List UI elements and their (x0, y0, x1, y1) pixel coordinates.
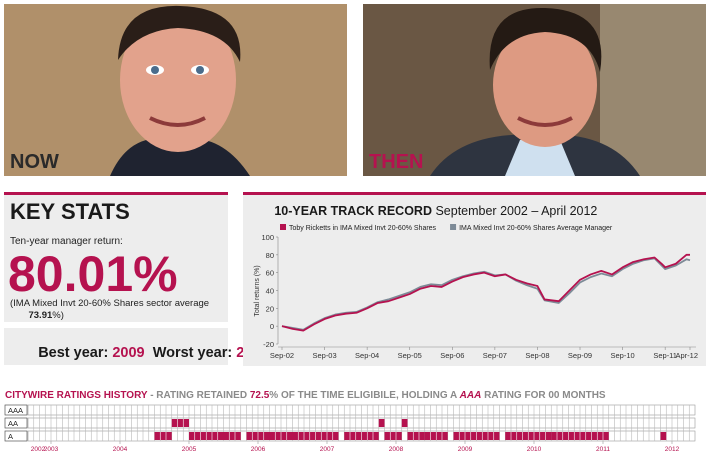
year-label: 2011 (596, 446, 610, 453)
year-label: 2005 (182, 446, 197, 453)
rating-label: AA (8, 419, 18, 428)
rating-period (384, 432, 402, 440)
best-label: Best year: (38, 345, 108, 361)
rating-label: A (8, 432, 13, 441)
rating-label-box (4, 417, 28, 429)
rating-period (223, 432, 241, 440)
rating-period (660, 432, 667, 440)
y-tick-label: 80 (266, 251, 274, 260)
ratings-tail: RATING FOR 00 MONTHS (481, 390, 606, 401)
best-year: 2009 (112, 345, 144, 361)
year-label: 2010 (527, 446, 542, 453)
y-tick-label: 100 (261, 233, 274, 242)
ratings-history: CITYWIRE RATINGS HISTORY - RATING RETAIN… (4, 390, 696, 453)
return-value: 80.01% (8, 246, 178, 302)
return-label: Ten-year manager return: (10, 236, 123, 247)
legend-swatch (450, 224, 457, 230)
key-stats-title: KEY STATS (10, 199, 130, 224)
year-label: 2003 (44, 446, 59, 453)
year-label: 2004 (113, 446, 128, 453)
ratings-pct: 72.5 (250, 390, 270, 401)
ratings-pct-rest: % OF THE TIME ELIGIBILE, HOLDING A (269, 390, 459, 401)
key-stats: KEY STATS Ten-year manager return: 80.01… (4, 192, 289, 365)
photo-now: NOW (4, 4, 347, 176)
y-tick-label: 60 (266, 269, 274, 278)
legend-swatch (280, 224, 286, 230)
y-axis-title: Total returns (%) (254, 265, 261, 316)
ratings-title: CITYWIRE RATINGS HISTORY - RATING RETAIN… (5, 390, 606, 401)
x-tick-label: Sep-05 (398, 351, 422, 360)
rating-period (154, 432, 172, 440)
x-tick-label: Sep-08 (525, 351, 549, 360)
x-tick-label: Apr-12 (675, 351, 698, 360)
ratings-top: AAA (459, 390, 482, 401)
rating-label-box (4, 430, 28, 442)
chart-subtitle: September 2002 – April 2012 (435, 204, 597, 218)
x-tick-label: Sep-04 (355, 351, 379, 360)
year-label: 2002 (31, 446, 46, 453)
photo-then: THEN (363, 4, 706, 176)
y-tick-label: -20 (263, 340, 274, 349)
ratings-heading: CITYWIRE RATINGS HISTORY (5, 390, 148, 401)
x-tick-label: Sep-03 (312, 351, 336, 360)
x-tick-label: Sep-07 (483, 351, 507, 360)
ratings-lead: - RATING RETAINED (147, 390, 249, 401)
sector-average: 73.91%) (10, 310, 77, 321)
y-tick-label: 40 (266, 287, 274, 296)
year-label: 2007 (320, 446, 335, 453)
rating-period (171, 419, 189, 427)
sector-value: 73.91 (28, 310, 52, 321)
year-label: 2008 (389, 446, 404, 453)
rating-period (401, 419, 408, 427)
year-label: 2012 (665, 446, 680, 453)
y-tick-label: 20 (266, 304, 274, 313)
track-record-chart: 10-YEAR TRACK RECORD September 2002 – Ap… (243, 192, 706, 366)
sector-text: (IMA Mixed Invt 20-60% Shares sector ave… (10, 298, 209, 309)
rating-label: AAA (8, 406, 23, 415)
sector-suffix: %) (52, 310, 64, 321)
year-label: 2009 (458, 446, 473, 453)
photo-label: NOW (10, 151, 59, 173)
series-line (281, 253, 691, 332)
legend-label: Toby Ricketts in IMA Mixed Invt 20-60% S… (289, 225, 437, 232)
y-tick-label: 0 (270, 322, 274, 331)
worst-label: Worst year: (153, 345, 233, 361)
rating-period (378, 419, 385, 427)
photo-label: THEN (369, 151, 423, 173)
x-tick-label: Sep-06 (440, 351, 464, 360)
x-tick-label: Sep-11 (653, 351, 677, 360)
x-tick-label: Sep-09 (568, 351, 592, 360)
legend-label: IMA Mixed Invt 20-60% Shares Average Man… (459, 225, 613, 232)
chart-title-main: 10-YEAR TRACK RECORD (274, 204, 432, 218)
chart-title: 10-YEAR TRACK RECORD September 2002 – Ap… (250, 204, 615, 218)
rating-label-box (4, 404, 28, 416)
rating-period (407, 432, 425, 440)
year-label: 2006 (251, 446, 266, 453)
x-tick-label: Sep-10 (610, 351, 634, 360)
best-worst: Best year: 2009 Worst year: 2008 (10, 345, 289, 361)
x-tick-label: Sep-02 (270, 351, 294, 360)
